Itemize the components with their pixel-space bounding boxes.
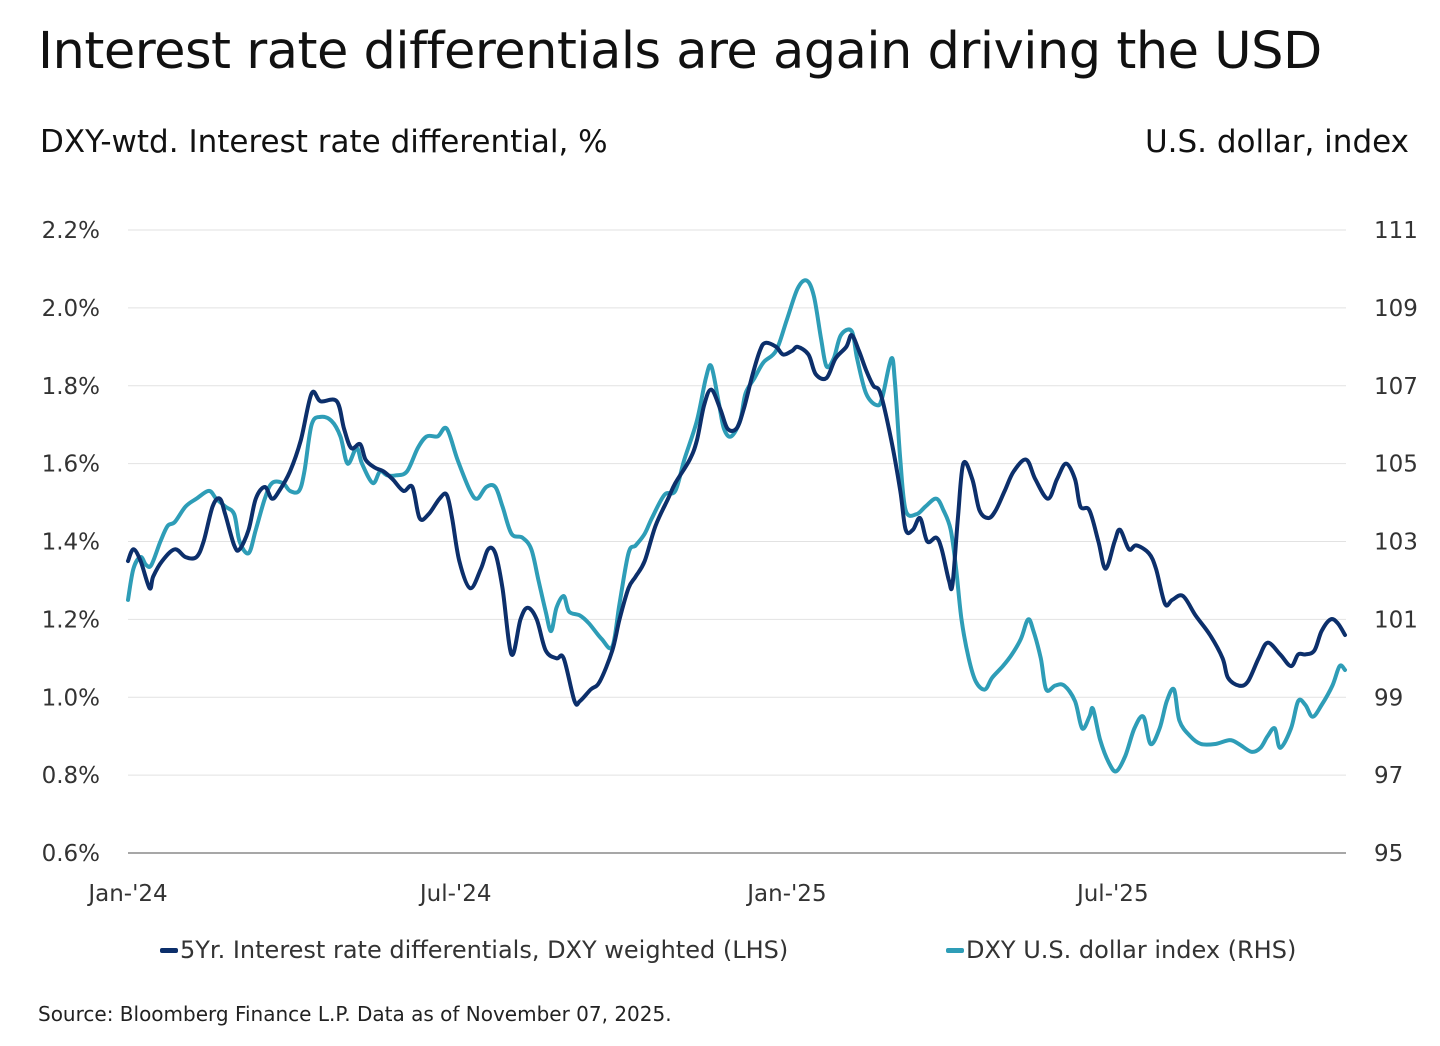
legend-label-dxy: DXY U.S. dollar index (RHS)	[966, 936, 1297, 964]
right-tick-label: 99	[1374, 685, 1403, 711]
series-line-rate-differential	[126, 333, 1347, 707]
left-tick-label: 0.6%	[42, 841, 100, 867]
legend-item-rate-differential: 5Yr. Interest rate differentials, DXY we…	[160, 936, 788, 964]
left-tick-label: 2.2%	[42, 218, 100, 244]
x-tick-label: Jul-'25	[1075, 881, 1149, 907]
x-axis-ticks: Jan-'24 Jul-'24 Jan-'25 Jul-'25	[86, 881, 1148, 907]
chart-title: Interest rate differentials are again dr…	[38, 22, 1322, 81]
legend-item-dxy: DXY U.S. dollar index (RHS)	[946, 936, 1296, 964]
legend-swatch-dxy	[946, 947, 964, 953]
x-tick-label: Jul-'24	[418, 881, 492, 907]
series-lines	[126, 278, 1347, 774]
source-note: Source: Bloomberg Finance L.P. Data as o…	[38, 1002, 672, 1026]
right-tick-label: 103	[1374, 530, 1418, 556]
series-line-dxy	[126, 278, 1347, 774]
left-tick-label: 1.2%	[42, 607, 100, 633]
left-tick-label: 1.8%	[42, 374, 100, 400]
legend-label-rate-differential: 5Yr. Interest rate differentials, DXY we…	[180, 936, 789, 964]
gridlines	[128, 229, 1346, 854]
right-tick-label: 109	[1374, 296, 1418, 322]
left-tick-label: 2.0%	[42, 296, 100, 322]
right-axis-label: U.S. dollar, index	[1144, 124, 1409, 160]
right-tick-label: 105	[1374, 452, 1418, 478]
left-tick-label: 0.8%	[42, 763, 100, 789]
right-tick-label: 107	[1374, 374, 1418, 400]
right-tick-label: 95	[1374, 841, 1403, 867]
left-tick-label: 1.0%	[42, 685, 100, 711]
legend-swatch-rate-differential	[160, 947, 178, 953]
right-tick-label: 111	[1374, 218, 1418, 244]
x-tick-label: Jan-'24	[86, 881, 167, 907]
left-tick-label: 1.4%	[42, 530, 100, 556]
left-tick-label: 1.6%	[42, 452, 100, 478]
left-axis-label: DXY-wtd. Interest rate differential, %	[40, 124, 608, 160]
x-tick-label: Jan-'25	[745, 881, 826, 907]
right-axis-ticks: 111 109 107 105 103 101 99 97 95	[1374, 218, 1418, 867]
left-axis-ticks: 2.2% 2.0% 1.8% 1.6% 1.4% 1.2% 1.0% 0.8% 0.6%	[42, 218, 100, 867]
right-tick-label: 101	[1374, 607, 1418, 633]
right-tick-label: 97	[1374, 763, 1403, 789]
